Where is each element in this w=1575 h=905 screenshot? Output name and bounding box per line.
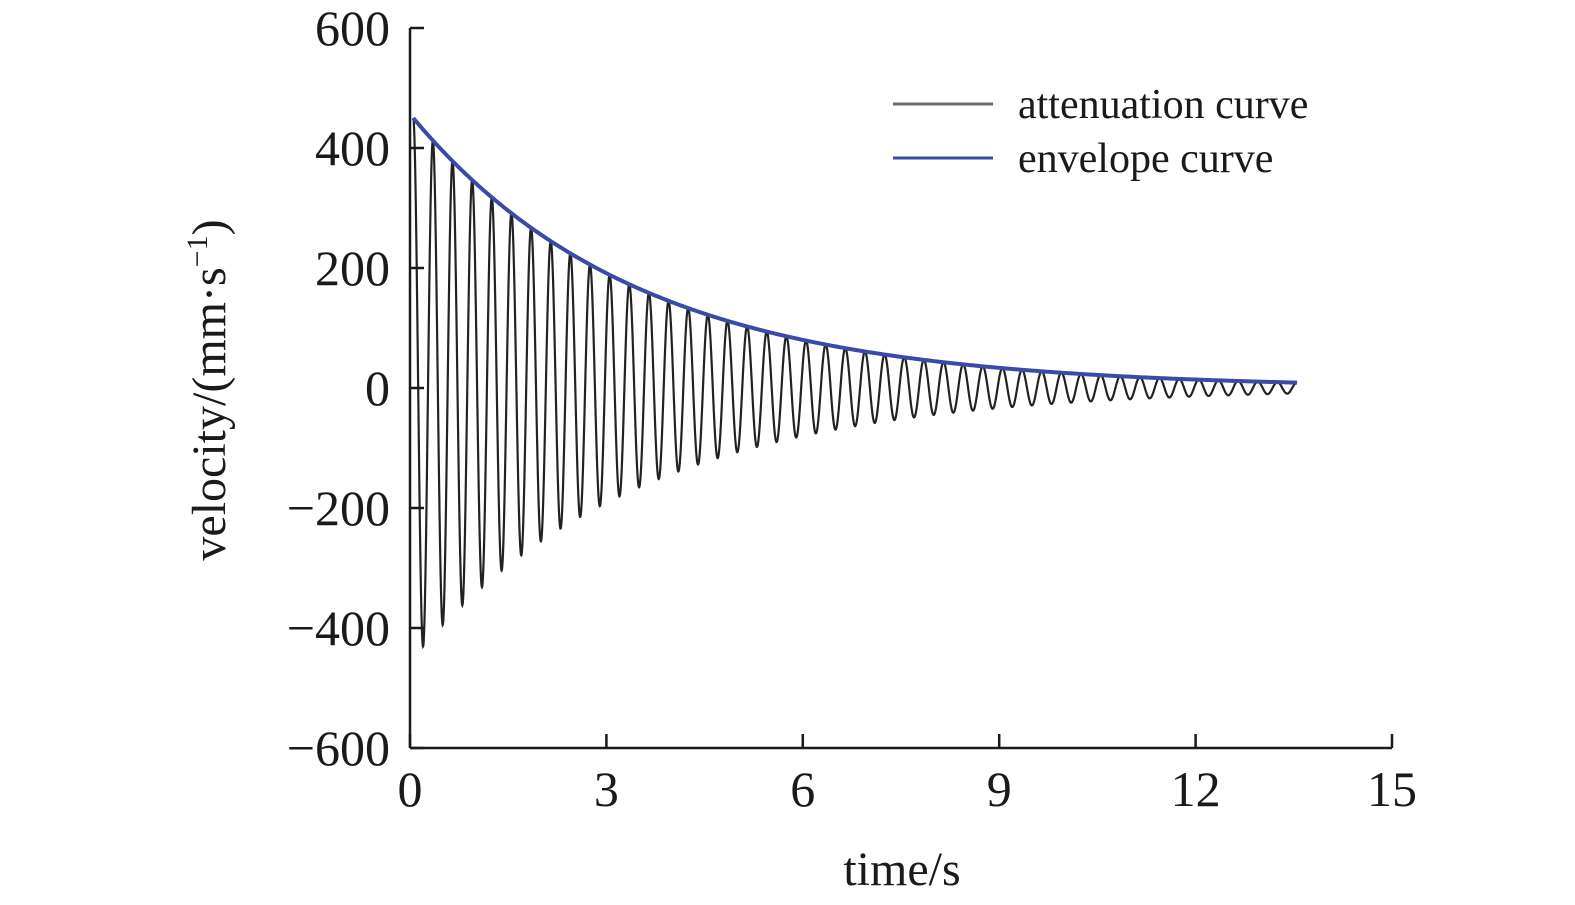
x-tick-label: 6 <box>790 761 815 817</box>
y-tick-label: −200 <box>287 480 390 536</box>
x-tick-label: 3 <box>594 761 619 817</box>
y-tick-label: 400 <box>315 120 390 176</box>
series-line-envelope <box>411 116 1298 385</box>
legend-label-envelope: envelope curve <box>1018 136 1273 182</box>
legend-label-attenuation: attenuation curve <box>1018 82 1308 128</box>
y-tick-label: 200 <box>315 240 390 296</box>
y-tick-label: 600 <box>315 0 390 56</box>
x-tick-label: 9 <box>987 761 1012 817</box>
y-tick-label: −600 <box>287 720 390 776</box>
x-tick-label: 12 <box>1171 761 1221 817</box>
x-axis-title: time/s <box>843 843 960 896</box>
legend: attenuation curve envelope curve <box>893 82 1308 182</box>
x-tick-label: 0 <box>398 761 423 817</box>
series-line-attenuation <box>412 117 1298 650</box>
x-tick-label: 15 <box>1367 761 1417 817</box>
y-axis-title-main: velocity/(mm·s <box>183 267 236 560</box>
ticks-layer: −600 −400 −200 0 200 400 600 0 3 6 9 12 15 <box>287 0 1417 817</box>
y-axis-title-close: ) <box>183 219 236 235</box>
y-axis-title-superscript: −1 <box>181 235 214 267</box>
y-tick-label: 0 <box>365 360 390 416</box>
y-tick-label: −400 <box>287 600 390 656</box>
y-axis-title: velocity/(mm·s−1) <box>181 219 236 560</box>
series-layer <box>411 116 1298 650</box>
